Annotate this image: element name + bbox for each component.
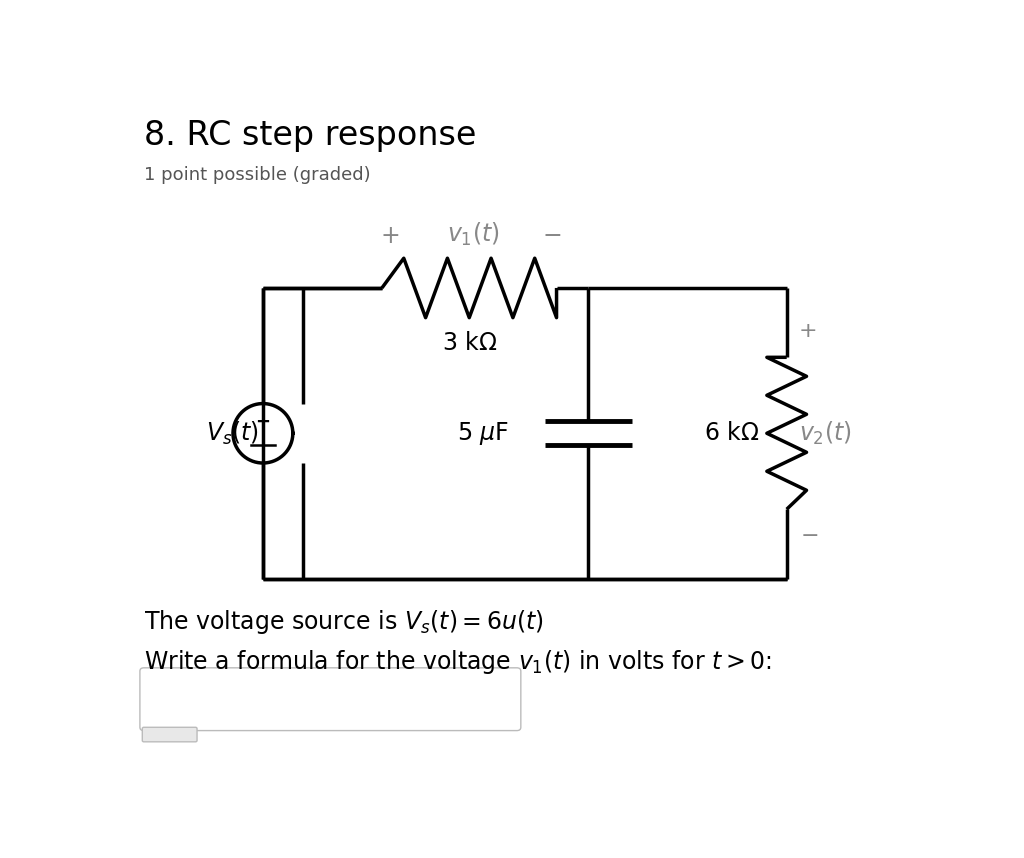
Text: −: −	[801, 526, 819, 546]
Text: 6 k$\Omega$: 6 k$\Omega$	[703, 421, 759, 445]
Text: +: +	[799, 321, 817, 341]
Text: −: −	[543, 224, 562, 248]
Text: $V_s(t)$: $V_s(t)$	[206, 420, 259, 447]
Text: 8. RC step response: 8. RC step response	[143, 119, 476, 153]
Text: +: +	[255, 413, 270, 431]
Text: 1 point possible (graded): 1 point possible (graded)	[143, 166, 371, 184]
Text: $v_1(t)$: $v_1(t)$	[446, 221, 500, 248]
Text: $v_2(t)$: $v_2(t)$	[799, 420, 851, 447]
Text: The voltage source is $V_s(t) = 6u(t)$: The voltage source is $V_s(t) = 6u(t)$	[143, 608, 544, 637]
Text: +: +	[380, 224, 399, 248]
FancyBboxPatch shape	[142, 728, 197, 742]
Text: 3 k$\Omega$: 3 k$\Omega$	[441, 331, 497, 355]
Text: Write a formula for the voltage $v_1(t)$ in volts for $t > 0$:: Write a formula for the voltage $v_1(t)$…	[143, 648, 772, 676]
Text: 5 $\mu$F: 5 $\mu$F	[457, 420, 509, 447]
FancyBboxPatch shape	[140, 668, 521, 731]
